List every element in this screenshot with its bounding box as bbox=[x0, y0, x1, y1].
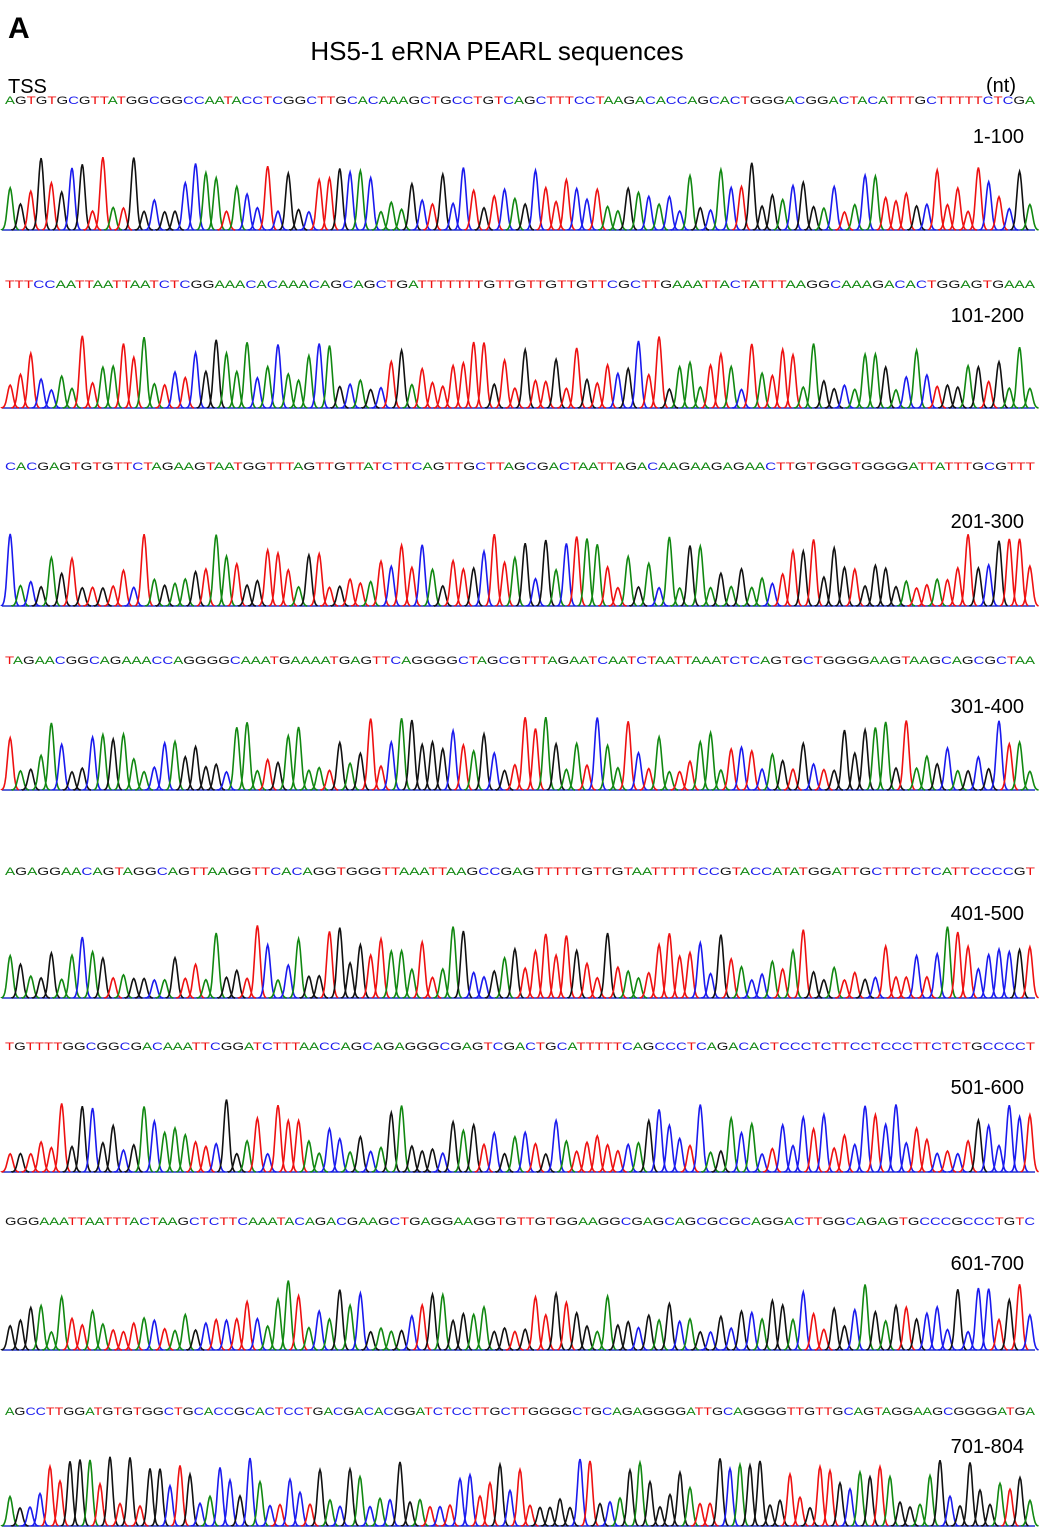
trace-peak bbox=[125, 158, 143, 230]
trace-peak bbox=[752, 1461, 769, 1526]
trace-peak bbox=[122, 1457, 139, 1526]
figure-title: HS5-1 eRNA PEARL sequences bbox=[310, 36, 683, 66]
range-label: 601-700 bbox=[951, 1253, 1024, 1275]
trace-peak bbox=[104, 739, 122, 790]
range-label: 501-600 bbox=[951, 1077, 1024, 1099]
trace-peak bbox=[661, 537, 679, 606]
trace-peak bbox=[1011, 950, 1029, 998]
range-label: 701-804 bbox=[951, 1436, 1024, 1458]
trace-peak bbox=[1021, 1115, 1039, 1172]
trace-peak bbox=[228, 727, 246, 790]
trace-peak bbox=[84, 587, 102, 606]
trace-peak bbox=[341, 172, 359, 230]
trace-peak bbox=[1, 1154, 19, 1172]
trace-peak bbox=[12, 1154, 30, 1172]
sequence: GGGAAATTAATTTACTAAGCTCTTCAAATACAGACGAAGC… bbox=[5, 1216, 1035, 1228]
trace-peak bbox=[572, 1459, 589, 1526]
sequence: AGAGGAACAGTAGGCAGTTAAGGTTCACAGGTGGGTTAAA… bbox=[5, 866, 1035, 878]
trace-peak bbox=[578, 539, 596, 606]
figure: A HS5-1 eRNA PEARL sequences TSS (nt) AG… bbox=[0, 0, 1040, 1528]
trace-peak bbox=[812, 1467, 829, 1526]
trace-peak bbox=[877, 722, 895, 790]
trace-peak bbox=[867, 728, 885, 791]
trace-peak bbox=[207, 933, 225, 998]
sequence: TTTCCAATTAATTAATCTCGGAAACACAAACAGCAGCTGA… bbox=[5, 279, 1036, 291]
trace-peak bbox=[691, 546, 709, 606]
trace-peak bbox=[146, 980, 164, 998]
trace-peak bbox=[1000, 952, 1018, 998]
trace-peak bbox=[218, 1320, 236, 1350]
range-label: 401-500 bbox=[951, 903, 1024, 925]
trace-peak bbox=[732, 1465, 749, 1526]
sequence: CACGAGTGTGTTCTAGAAGTAATGGTTTAGTTGTTATCTT… bbox=[5, 461, 1035, 473]
sequence: AGCCTTGGATGTGTGGCTGCACCGCACTCCTGACGACACG… bbox=[5, 1406, 1036, 1418]
trace-peak bbox=[733, 747, 751, 790]
trace-peak bbox=[1, 534, 19, 606]
sequence: TGTTTTGGCGGCGACAAATTCGGATCTTTAACCAGCAGAG… bbox=[5, 1041, 1035, 1053]
trace-peak bbox=[568, 537, 586, 606]
trace-peak bbox=[72, 1460, 89, 1527]
trace-peak bbox=[94, 157, 112, 230]
trace-peak bbox=[73, 164, 91, 230]
trace-peak bbox=[1021, 947, 1039, 998]
range-label: 201-300 bbox=[951, 511, 1024, 533]
trace-peak bbox=[432, 1507, 449, 1526]
trace-peak bbox=[742, 1465, 759, 1526]
trace-peak bbox=[1000, 539, 1018, 606]
page: A HS5-1 eRNA PEARL sequences TSS (nt) AG… bbox=[0, 0, 1040, 1528]
trace-peak bbox=[238, 722, 256, 790]
unit-label: (nt) bbox=[986, 75, 1016, 97]
trace-peak bbox=[897, 721, 915, 791]
range-label: 301-400 bbox=[951, 696, 1024, 718]
trace-peak bbox=[681, 546, 699, 606]
trace-peak bbox=[1011, 347, 1029, 408]
panel-label: A bbox=[8, 12, 30, 45]
sequence: TAGAACGGCAGAAACCAGGGGCAAATGAAAATGAGTTCAG… bbox=[5, 655, 1036, 667]
range-label: 101-200 bbox=[951, 305, 1024, 327]
trace-peak bbox=[990, 949, 1008, 998]
trace-peak bbox=[94, 735, 112, 790]
range-label: 1-100 bbox=[973, 126, 1024, 148]
trace-peak bbox=[970, 1288, 988, 1350]
